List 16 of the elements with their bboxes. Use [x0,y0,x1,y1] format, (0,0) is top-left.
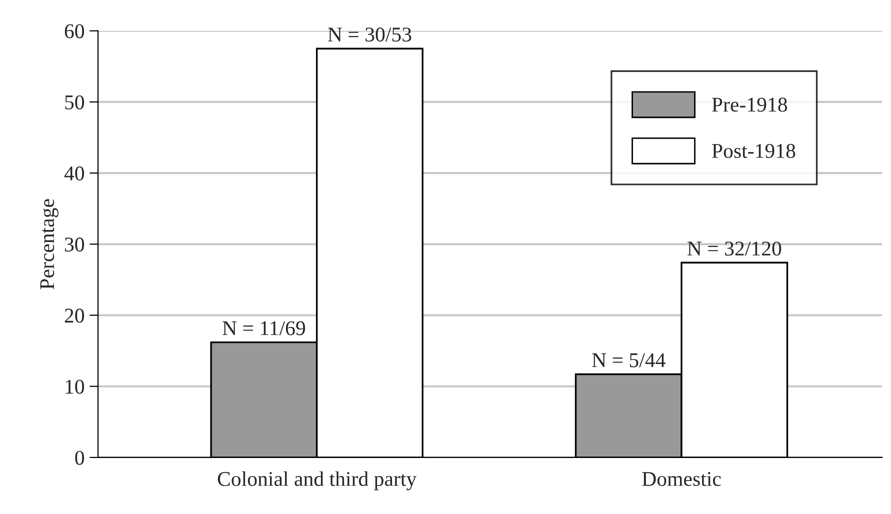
data-label: N = 30/53 [328,28,412,42]
y-tick-label: 60 [64,24,84,38]
x-tick-label: Colonial and third party [218,471,417,490]
data-label: N = 11/69 [222,321,306,336]
y-tick-label: 40 [64,166,84,180]
y-tick-label: 10 [66,380,84,394]
y-tick-label: 20 [64,308,84,323]
y-tick-label: 0 [75,450,84,465]
legend-label: Pre-1918 [712,98,788,112]
data-label: N = 32/120 [687,242,782,256]
y-tick-label: 30 [64,238,84,252]
y-tick-label: 50 [65,95,84,110]
y-axis-title: Percentage [40,199,58,290]
data-label: N = 5/44 [592,353,666,368]
legend-label: Post-1918 [712,144,796,158]
x-tick-label: Domestic [642,472,721,486]
